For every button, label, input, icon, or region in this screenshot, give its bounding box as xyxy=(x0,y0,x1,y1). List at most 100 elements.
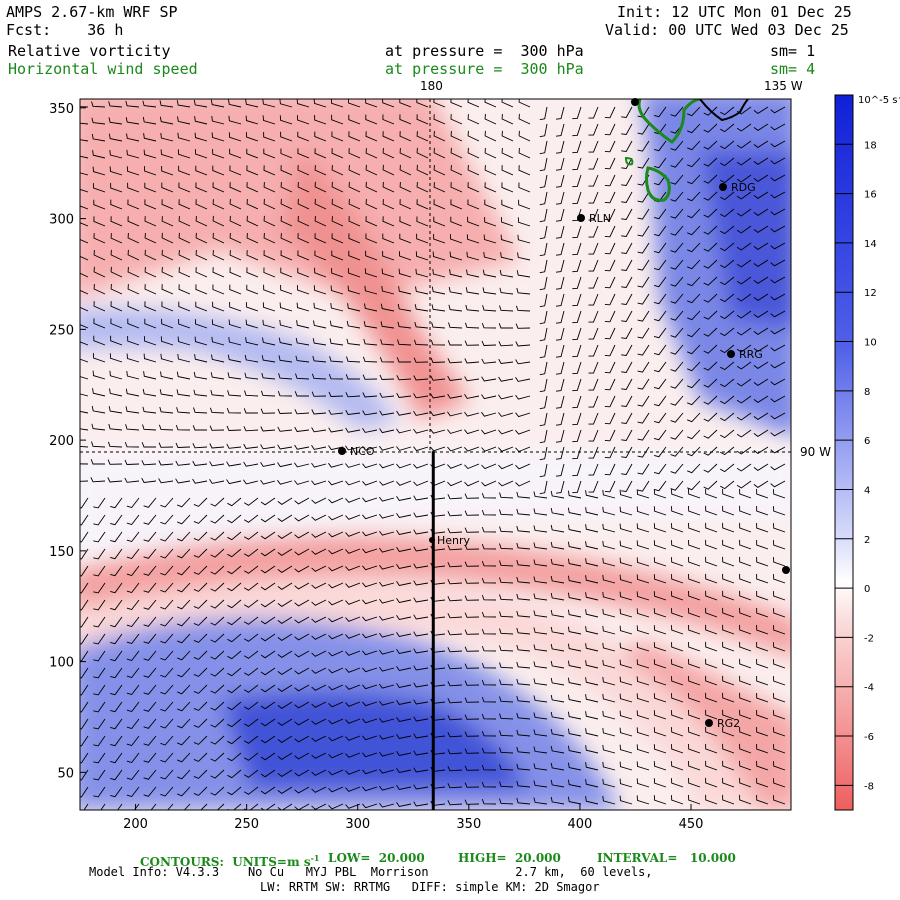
wind-barb xyxy=(110,233,123,244)
wind-barb xyxy=(311,701,327,708)
wind-barb xyxy=(313,320,327,329)
wind-barb xyxy=(93,318,106,329)
wind-barb xyxy=(93,565,106,577)
wind-barb xyxy=(555,327,565,341)
wind-barb xyxy=(110,718,123,730)
wind-barb xyxy=(127,266,140,278)
wind-barb xyxy=(637,293,650,305)
wind-barb xyxy=(688,522,701,533)
wind-barb xyxy=(80,358,89,363)
wind-barb xyxy=(396,632,412,638)
wind-barb xyxy=(277,390,293,397)
wind-barb xyxy=(177,752,191,763)
wind-barb xyxy=(636,676,650,686)
wind-barb xyxy=(277,426,293,432)
wind-barb xyxy=(671,625,684,635)
wind-barb xyxy=(229,267,242,278)
wind-barb xyxy=(539,293,548,308)
wind-barb xyxy=(195,249,208,261)
wind-barb xyxy=(212,148,225,159)
wind-barb xyxy=(331,216,344,227)
wind-barb xyxy=(399,216,412,227)
wind-barb xyxy=(92,370,106,380)
wind-barb xyxy=(263,182,276,193)
wind-barb xyxy=(193,99,208,108)
wind-barb xyxy=(348,181,361,193)
wind-barb xyxy=(396,700,412,706)
wind-barb xyxy=(539,208,548,223)
wind-barb xyxy=(277,803,293,810)
wind-barb xyxy=(671,727,684,737)
wind-barb xyxy=(227,735,242,745)
wind-barb xyxy=(158,478,174,484)
wind-barb xyxy=(533,491,548,499)
wind-barb xyxy=(227,684,242,694)
wind-barb xyxy=(126,548,140,560)
wind-barb xyxy=(143,497,157,508)
wind-barb xyxy=(243,548,259,557)
wind-barb xyxy=(243,684,259,693)
wind-barb xyxy=(396,480,412,486)
wind-barb xyxy=(539,276,548,291)
wind-barb xyxy=(160,786,174,797)
wind-barb xyxy=(260,701,276,710)
wind-barb xyxy=(210,548,225,558)
wind-barb xyxy=(433,147,446,159)
wind-barb xyxy=(464,322,480,329)
wind-barb xyxy=(499,305,514,312)
wind-barb xyxy=(500,252,514,261)
wind-barb xyxy=(466,234,480,244)
wind-barb xyxy=(588,191,599,204)
wind-barb xyxy=(362,427,378,433)
wind-barb xyxy=(636,659,650,669)
wind-barb xyxy=(636,608,650,618)
wind-barb xyxy=(263,165,276,176)
wind-barb xyxy=(687,106,701,117)
wind-barb xyxy=(572,310,582,324)
wind-barb xyxy=(753,293,769,301)
wind-barb xyxy=(670,208,684,219)
wind-barb xyxy=(670,480,684,491)
wind-barb xyxy=(753,123,769,131)
wind-barb xyxy=(619,523,633,533)
wind-barb xyxy=(516,729,531,737)
wind-barb xyxy=(498,480,514,487)
wind-barb xyxy=(260,479,276,485)
wind-barb xyxy=(481,480,497,487)
wind-barb xyxy=(193,769,208,779)
wind-barb xyxy=(430,339,446,346)
wind-barb xyxy=(413,665,429,671)
wind-barb xyxy=(464,493,480,499)
wind-barb xyxy=(653,463,667,475)
wind-barb xyxy=(671,608,684,618)
wind-barb xyxy=(143,684,157,695)
wind-barb xyxy=(195,199,208,210)
wind-barb xyxy=(379,463,395,469)
wind-barb xyxy=(347,303,361,312)
wind-barb xyxy=(193,565,208,575)
wind-barb xyxy=(464,510,480,516)
wind-barb xyxy=(637,208,650,220)
wind-barb xyxy=(110,633,123,645)
wind-barb xyxy=(555,446,565,460)
wind-barb xyxy=(670,157,684,168)
wind-barb xyxy=(688,488,701,499)
wind-barb xyxy=(194,354,208,363)
wind-barb xyxy=(671,506,684,516)
wind-barb xyxy=(245,337,259,346)
wind-barb xyxy=(413,339,429,346)
wind-barb xyxy=(770,429,786,437)
wind-barb xyxy=(328,803,344,810)
wind-barb xyxy=(722,522,735,533)
wind-barb xyxy=(756,505,769,516)
wind-barb xyxy=(397,321,412,329)
wind-barb xyxy=(773,540,786,550)
wind-barb xyxy=(773,523,786,533)
wind-barb xyxy=(295,373,310,380)
wind-barb xyxy=(770,225,786,233)
wind-barb xyxy=(209,407,225,414)
footer-high: HIGH= 20.000 xyxy=(458,851,561,865)
x-tick-label: 250 xyxy=(234,817,259,832)
wind-barb xyxy=(720,361,735,371)
